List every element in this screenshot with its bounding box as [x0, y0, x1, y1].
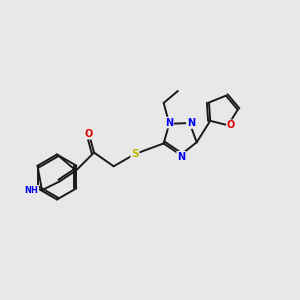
Text: N: N	[177, 152, 185, 162]
Text: N: N	[165, 118, 173, 128]
Text: O: O	[85, 129, 93, 139]
Text: O: O	[227, 120, 235, 130]
Text: S: S	[131, 149, 139, 159]
Text: NH: NH	[25, 186, 38, 195]
Text: N: N	[187, 118, 195, 128]
